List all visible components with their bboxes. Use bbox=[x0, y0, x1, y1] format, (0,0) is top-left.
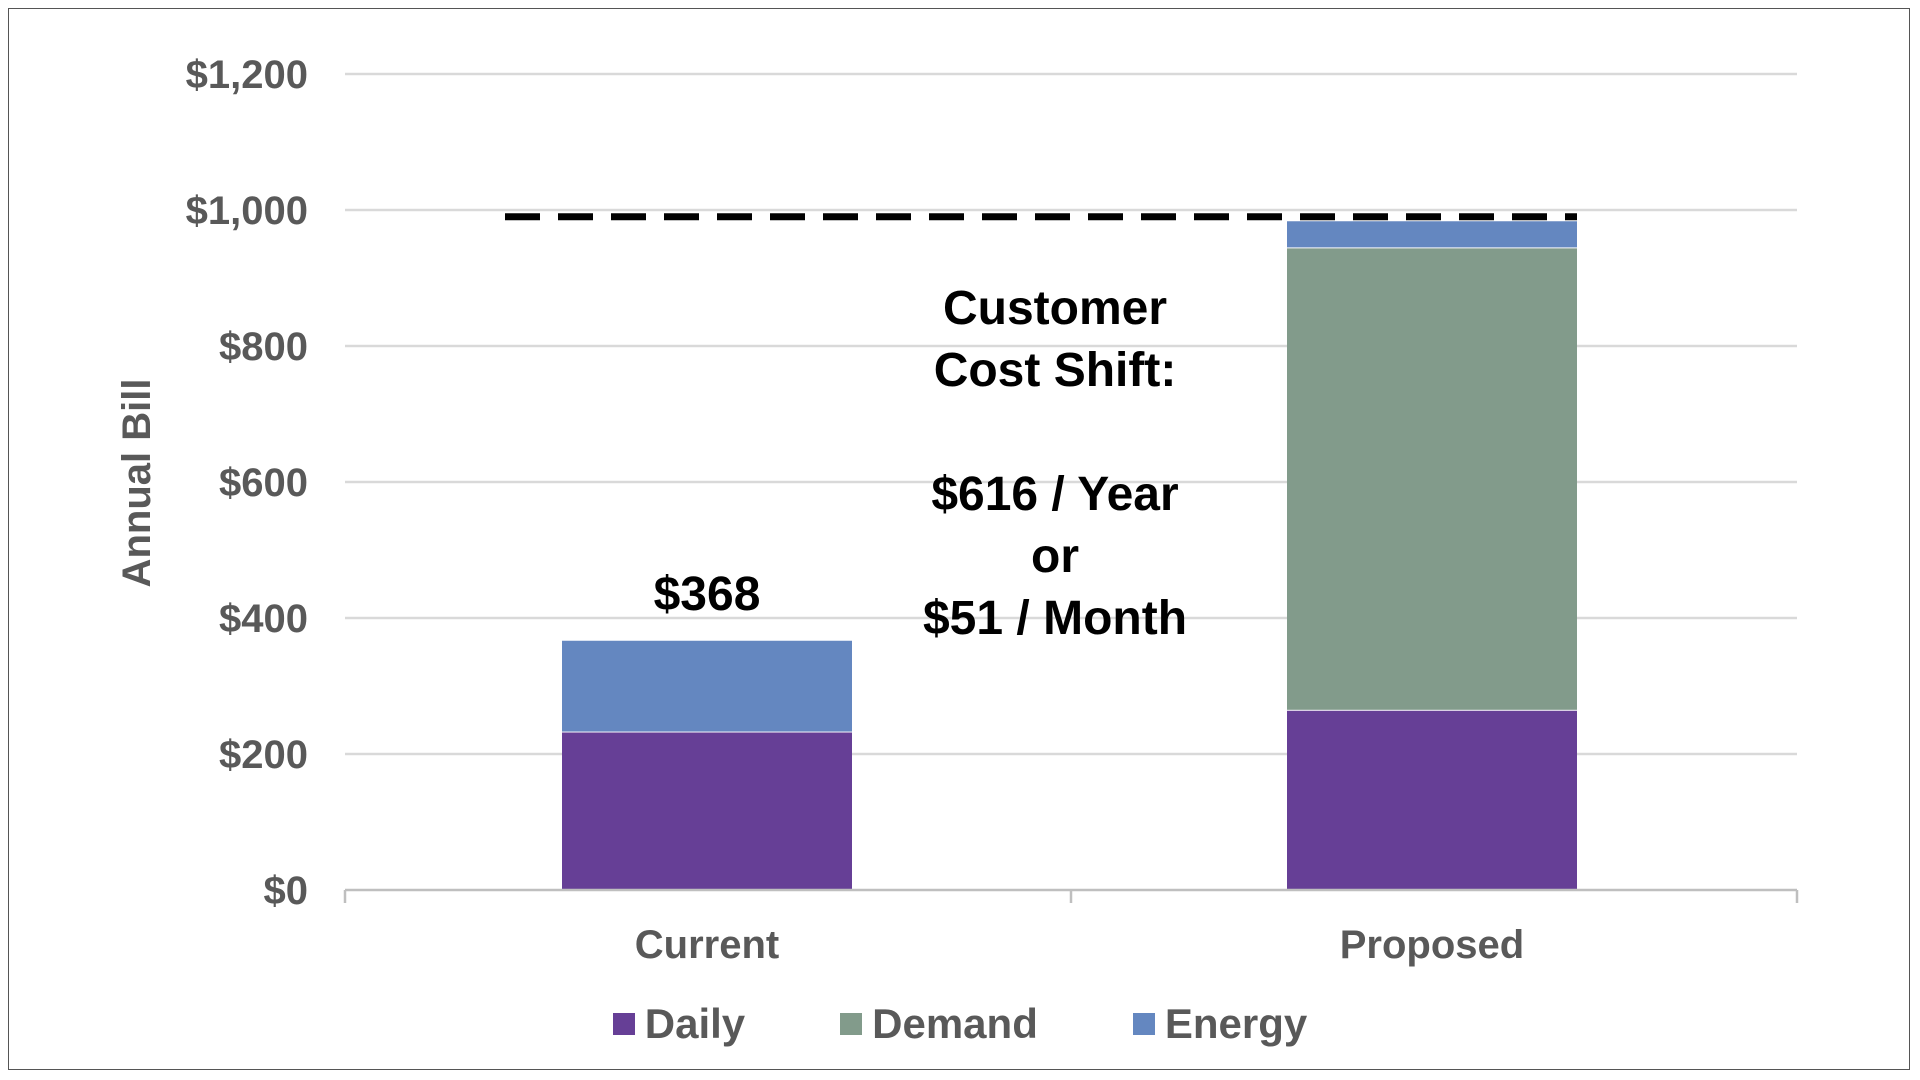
legend-swatch-demand bbox=[840, 1013, 863, 1035]
data-labels: $368 bbox=[654, 568, 761, 621]
annotation-line-5: or bbox=[1031, 530, 1079, 583]
y-tick-label: $1,000 bbox=[186, 189, 308, 233]
data-label: $368 bbox=[654, 568, 761, 621]
bar-segment-energy bbox=[562, 639, 852, 732]
cost-shift-annotation: Customer Cost Shift: $616 / Year or $51 … bbox=[880, 278, 1230, 650]
bar-segment-daily bbox=[562, 731, 852, 890]
annotation-spacer bbox=[880, 402, 1230, 464]
legend-item-energy: Energy bbox=[1132, 1000, 1308, 1048]
chart-frame bbox=[8, 8, 1910, 1070]
annotation-line-1: Customer bbox=[942, 282, 1168, 335]
legend-swatch-daily bbox=[612, 1013, 635, 1035]
y-tick-label: $400 bbox=[219, 597, 308, 641]
y-tick-label: $800 bbox=[219, 325, 308, 369]
x-axis bbox=[343, 888, 1799, 903]
y-tick-label: $200 bbox=[219, 733, 308, 777]
annotation-line-2: Cost Shift: bbox=[933, 344, 1177, 397]
bar-segment-energy bbox=[1287, 220, 1577, 248]
bar-segment-daily bbox=[1287, 709, 1577, 890]
annotation-line-4: $616 / Year bbox=[931, 468, 1179, 521]
bar-segment-demand bbox=[1287, 247, 1577, 710]
legend: Daily Demand Energy bbox=[0, 1000, 1920, 1048]
legend-item-daily: Daily bbox=[612, 1000, 746, 1048]
y-tick-label: $600 bbox=[219, 461, 308, 505]
legend-label-daily: Daily bbox=[644, 1000, 746, 1047]
x-tick-label: Proposed bbox=[1340, 923, 1524, 967]
legend-swatch-energy bbox=[1132, 1013, 1155, 1035]
legend-item-demand: Demand bbox=[840, 1000, 1038, 1048]
y-axis-label: Annual Bill bbox=[115, 379, 159, 588]
x-axis-ticks: Current Proposed bbox=[635, 923, 1524, 967]
y-tick-label: $1,200 bbox=[186, 53, 308, 97]
y-axis-ticks: $0 $200 $400 $600 $800 $1,000 $1,200 bbox=[186, 53, 308, 913]
legend-label-demand: Demand bbox=[872, 1000, 1038, 1047]
x-tick-label: Current bbox=[635, 923, 779, 967]
legend-label-energy: Energy bbox=[1164, 1000, 1308, 1047]
y-tick-label: $0 bbox=[264, 869, 309, 913]
annotation-line-6: $51 / Month bbox=[922, 592, 1188, 645]
bars bbox=[562, 219, 1577, 890]
